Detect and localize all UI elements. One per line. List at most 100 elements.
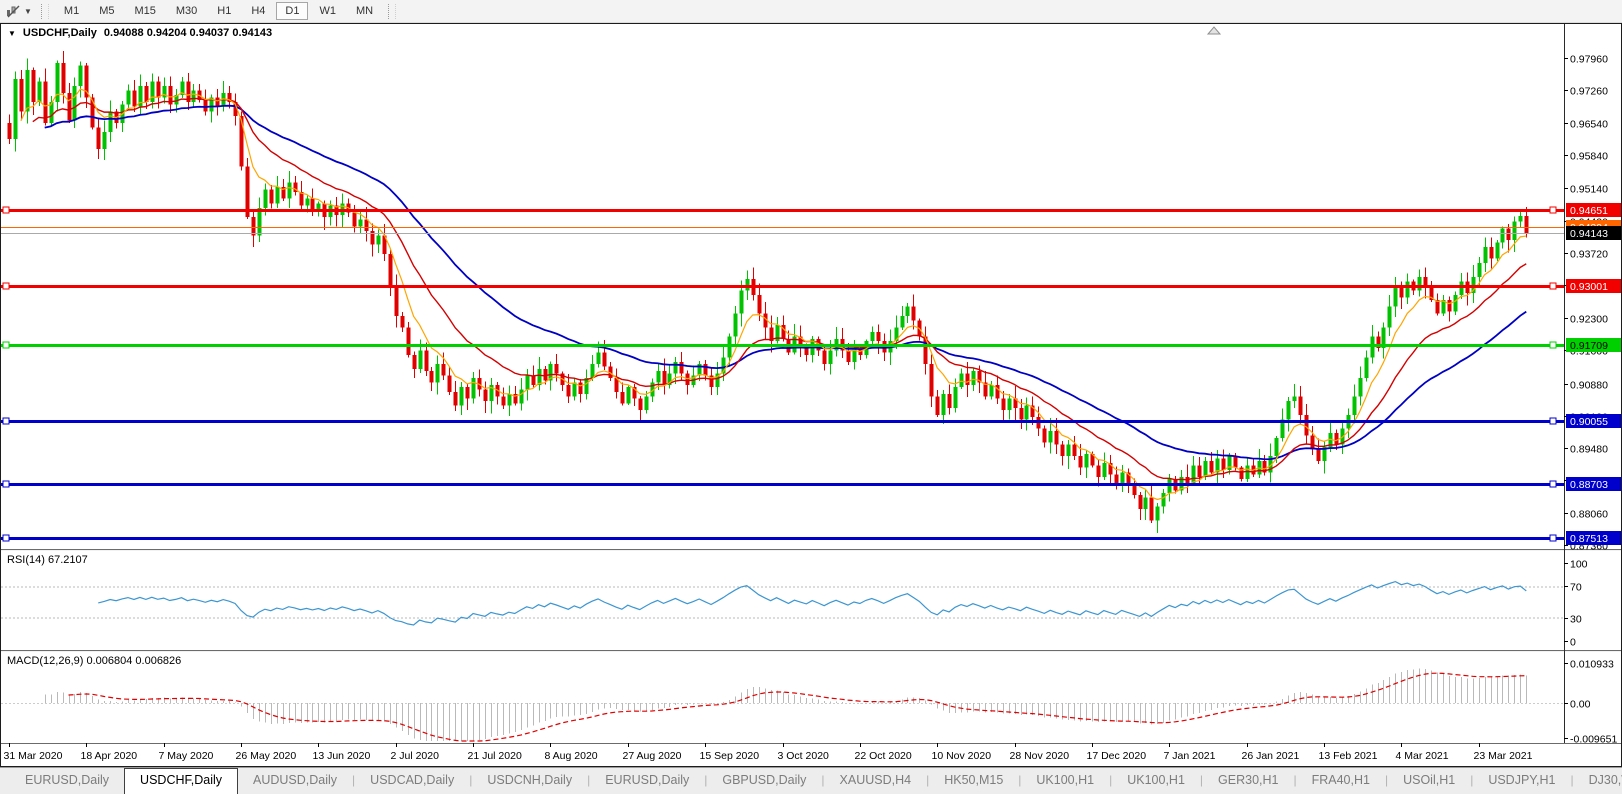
date-axis-label: 23 Mar 2021 bbox=[1474, 750, 1533, 762]
macd-axis-label: -0.009651 bbox=[1570, 733, 1617, 745]
price-axis-label: 0.93720 bbox=[1570, 248, 1608, 260]
chart-tab-AUDUSD-Daily[interactable]: AUDUSD,Daily bbox=[253, 773, 338, 787]
tab-separator: | bbox=[1199, 773, 1204, 787]
price-badge: 0.91709 bbox=[1570, 340, 1608, 352]
ma-slow-line bbox=[44, 104, 1527, 461]
chart-tab-USDCAD-Daily[interactable]: USDCAD,Daily bbox=[370, 773, 455, 787]
rsi-panel: 100 70 30 0 RSI(14) 67.2107 bbox=[1, 554, 1588, 648]
date-axis-label: 7 May 2020 bbox=[159, 750, 214, 762]
price-axis-label: 0.89480 bbox=[1570, 443, 1608, 455]
chart-tab-bar: EURUSD,Daily USDCHF,Daily AUDUSD,Daily | USD… bbox=[0, 767, 1622, 794]
chart-ohlc-values: 0.94088 0.94204 0.94037 0.94143 bbox=[103, 27, 273, 39]
price-badge: 0.93001 bbox=[1570, 281, 1608, 293]
line-handle[interactable] bbox=[2, 341, 10, 349]
chart-tab-USDCHF-Daily[interactable]: USDCHF,Daily bbox=[124, 768, 238, 794]
timeframe-button-MN[interactable]: MN bbox=[355, 5, 374, 17]
chart-tab-USDCNH-Daily[interactable]: USDCNH,Daily bbox=[487, 773, 573, 787]
timeframe-button-W1[interactable]: W1 bbox=[319, 5, 336, 17]
timeframe-button-M15[interactable]: M15 bbox=[134, 5, 156, 17]
ma-mid-line bbox=[32, 97, 1527, 481]
date-axis-label: 21 Jul 2020 bbox=[468, 750, 522, 762]
macd-signal-line bbox=[68, 672, 1527, 742]
rsi-axis-label: 30 bbox=[1570, 613, 1582, 625]
collapse-arrow-icon[interactable]: ▼ bbox=[8, 28, 16, 38]
macd-panel: 0.010933 0.00 -0.009651 MACD(12,26,9) 0.006… bbox=[1, 655, 1617, 745]
timeframe-button-D1[interactable]: D1 bbox=[276, 2, 309, 20]
chart-tools-icon[interactable] bbox=[3, 3, 23, 20]
tab-separator: | bbox=[1018, 773, 1022, 787]
date-axis-label: 31 Mar 2020 bbox=[4, 750, 63, 762]
line-handle[interactable] bbox=[2, 417, 10, 425]
tab-separator: | bbox=[469, 773, 473, 787]
date-axis: 31 Mar 2020 18 Apr 2020 7 May 2020 26 May 2… bbox=[4, 743, 1533, 762]
tab-separator: | bbox=[821, 773, 825, 787]
date-axis-label: 27 Aug 2020 bbox=[623, 750, 682, 762]
timeframe-button-M1[interactable]: M1 bbox=[63, 5, 80, 17]
price-axis-label: 0.88060 bbox=[1570, 508, 1608, 520]
chart-title-bar: ▼ USDCHF,Daily 0.94088 0.94204 0.94037 0… bbox=[8, 27, 272, 39]
price-axis-label: 0.92300 bbox=[1570, 313, 1608, 325]
tab-separator: | bbox=[1109, 773, 1113, 787]
date-axis-label: 13 Feb 2021 bbox=[1319, 750, 1378, 762]
line-handle[interactable] bbox=[1549, 480, 1557, 488]
line-handle[interactable] bbox=[1549, 417, 1557, 425]
line-handle[interactable] bbox=[1549, 534, 1557, 542]
tab-separator: | bbox=[926, 773, 930, 787]
chart-tab-GBPUSD-Daily[interactable]: GBPUSD,Daily bbox=[722, 773, 807, 787]
chart-tab-EURUSD-Daily[interactable]: EURUSD,Daily bbox=[25, 773, 110, 787]
tab-separator: | bbox=[1293, 773, 1297, 787]
tab-separator: | bbox=[1384, 773, 1389, 787]
chart-tabs: EURUSD,Daily USDCHF,Daily AUDUSD,Daily | USD… bbox=[10, 768, 1622, 794]
chart-tab-USOil-H1[interactable]: USOil,H1 bbox=[1403, 773, 1456, 787]
line-handle[interactable] bbox=[2, 206, 10, 214]
line-handle[interactable] bbox=[2, 480, 10, 488]
timeframe-button-H1[interactable]: H1 bbox=[217, 5, 232, 17]
price-axis-label: 0.96540 bbox=[1570, 118, 1608, 130]
chart-tab-EURUSD-Daily[interactable]: EURUSD,Daily bbox=[605, 773, 690, 787]
date-axis-label: 15 Sep 2020 bbox=[700, 750, 760, 762]
date-axis-label: 2 Jul 2020 bbox=[391, 750, 440, 762]
rsi-axis-label: 70 bbox=[1570, 581, 1582, 593]
chevron-down-icon[interactable]: ▼ bbox=[24, 6, 32, 16]
chart-tab-HK50-M15[interactable]: HK50,M15 bbox=[944, 773, 1004, 787]
price-badge: 0.87513 bbox=[1570, 533, 1608, 545]
timeframe-button-M5[interactable]: M5 bbox=[99, 5, 115, 17]
chart-tab-XAUUSD-H4[interactable]: XAUUSD,H4 bbox=[839, 773, 912, 787]
toolbar-grip bbox=[40, 3, 49, 19]
date-axis-label: 10 Nov 2020 bbox=[932, 750, 992, 762]
date-axis-label: 26 Jan 2021 bbox=[1242, 750, 1300, 762]
rsi-axis-label: 100 bbox=[1570, 558, 1588, 570]
timeframe-button-M30[interactable]: M30 bbox=[175, 5, 198, 17]
date-axis-label: 26 May 2020 bbox=[236, 750, 297, 762]
chart-tab-UK100-H1[interactable]: UK100,H1 bbox=[1036, 773, 1095, 787]
timeframe-toolbar: ▼ M1 M5 M15 M30 H1 H4 D1 W1 MN bbox=[0, 0, 1622, 23]
chart-window: ▼ USDCHF,Daily 0.94088 0.94204 0.94037 0… bbox=[0, 23, 1622, 767]
price-axis-label: 0.97960 bbox=[1570, 53, 1608, 65]
price-axis-label: 0.95140 bbox=[1570, 183, 1608, 195]
timeframe-button-H4[interactable]: H4 bbox=[251, 5, 266, 17]
line-handle[interactable] bbox=[1549, 341, 1557, 349]
price-badges: 0.946510.942940.941430.930010.917090.900… bbox=[1566, 203, 1621, 545]
macd-indicator-label: MACD(12,26,9) 0.006804 0.006826 bbox=[7, 655, 181, 667]
rsi-indicator-label: RSI(14) 67.2107 bbox=[7, 554, 88, 566]
chart-tab-DJ30-Weekly[interactable]: DJ30,Weekly bbox=[1588, 773, 1622, 787]
chart-tab-USDJPY-H1[interactable]: USDJPY,H1 bbox=[1488, 773, 1556, 787]
price-badge: 0.90055 bbox=[1570, 416, 1608, 428]
price-axis-label: 0.90880 bbox=[1570, 379, 1608, 391]
chart-shift-marker[interactable] bbox=[1206, 26, 1222, 35]
line-handle[interactable] bbox=[1549, 206, 1557, 214]
chart-tab-FRA40-H1[interactable]: FRA40,H1 bbox=[1311, 773, 1370, 787]
chart-tab-GER30-H1[interactable]: GER30,H1 bbox=[1218, 773, 1279, 787]
chart-tab-UK100-H1[interactable]: UK100,H1 bbox=[1127, 773, 1185, 787]
date-axis-label: 7 Jan 2021 bbox=[1164, 750, 1216, 762]
tab-separator: | bbox=[1570, 773, 1574, 787]
line-handle[interactable] bbox=[1549, 282, 1557, 290]
date-axis-label: 8 Aug 2020 bbox=[545, 750, 598, 762]
toolbar-grip-2 bbox=[388, 3, 397, 19]
date-axis-label: 17 Dec 2020 bbox=[1087, 750, 1147, 762]
price-axis-label: 0.95840 bbox=[1570, 150, 1608, 162]
line-handle[interactable] bbox=[2, 282, 10, 290]
rsi-axis-label: 0 bbox=[1570, 636, 1576, 648]
chart-canvas[interactable]: 0.979600.972600.965400.958400.951400.944… bbox=[1, 24, 1621, 766]
line-handle[interactable] bbox=[2, 534, 10, 542]
